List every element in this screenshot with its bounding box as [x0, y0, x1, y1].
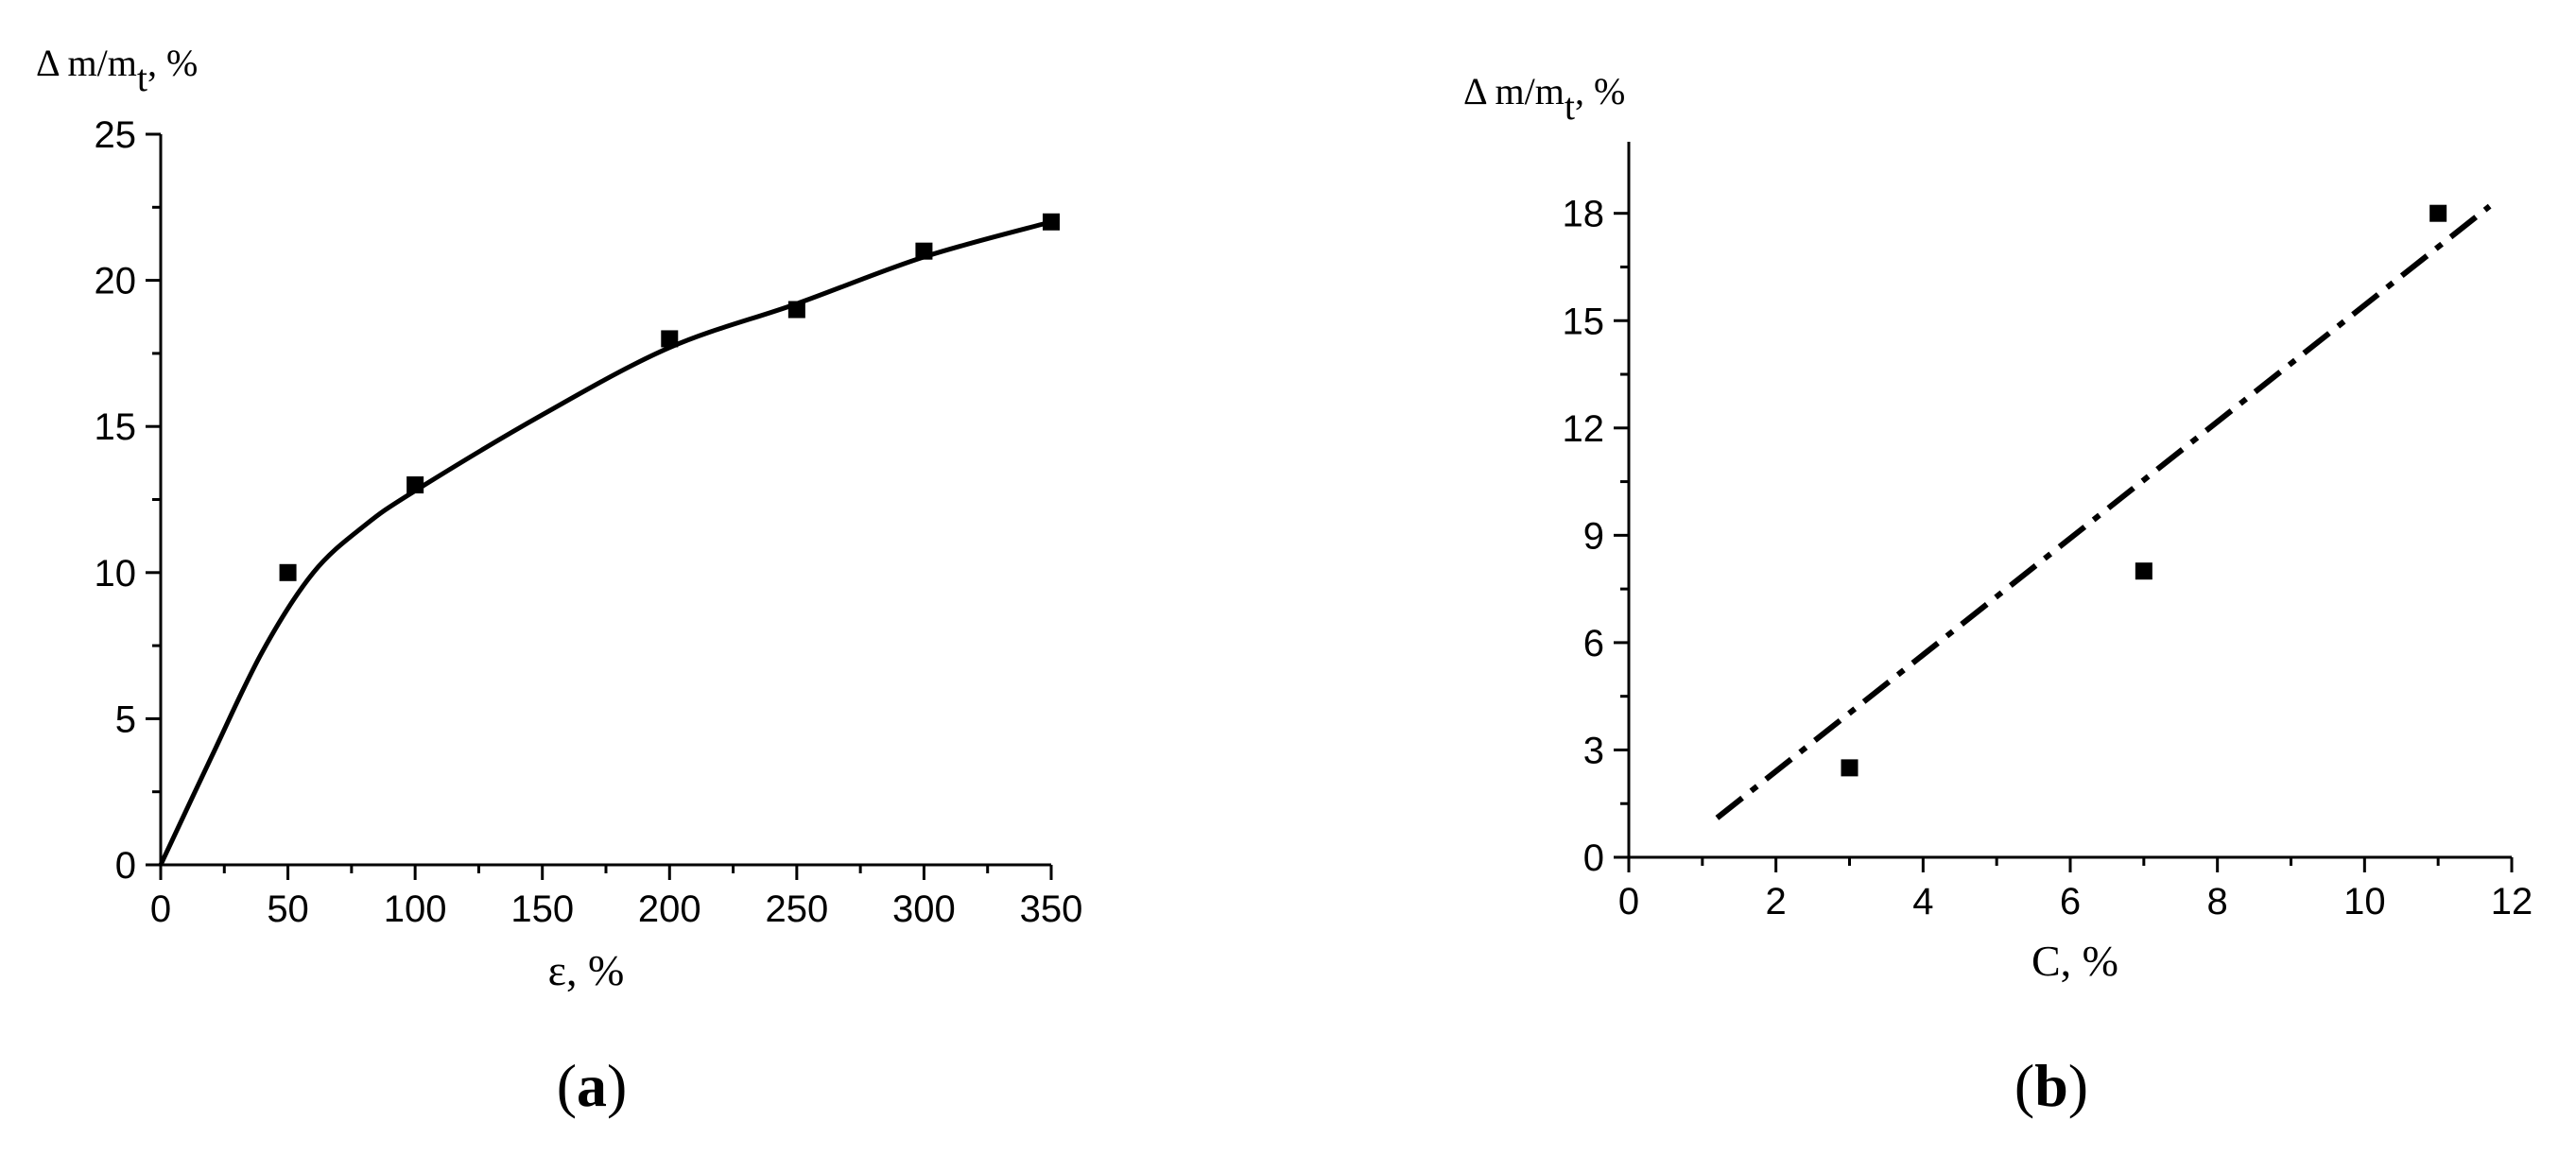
data-point	[279, 563, 297, 581]
y-tick-label: 25	[95, 114, 137, 156]
x-tick-label: 12	[2491, 881, 2533, 922]
fit-line	[1715, 203, 2492, 820]
x-tick-label: 2	[1766, 881, 1787, 922]
fit-curve	[158, 219, 1052, 867]
axes-a: 0 50 100 150 200 250 300 350 0 5 10 15 20 25	[95, 114, 1083, 930]
y-tick-label: 15	[95, 406, 137, 448]
y-tick-label: 18	[1563, 194, 1605, 235]
y-axis-title-a: Δ m/mt, %	[36, 42, 198, 99]
data-point	[1043, 213, 1060, 231]
y-tick-label: 20	[95, 261, 137, 302]
data-points-b	[1841, 204, 2447, 777]
x-tick-label: 10	[2343, 881, 2386, 922]
fit-line-b	[1715, 203, 2492, 820]
y-tick-label: 0	[1583, 837, 1604, 879]
y-tick-label: 3	[1583, 730, 1604, 771]
panel-label-a: (a)	[557, 1052, 628, 1119]
data-point	[406, 476, 424, 494]
x-tick-label: 50	[267, 888, 309, 930]
y-tick-label: 5	[115, 698, 136, 740]
x-axis-title-b: C, %	[2031, 937, 2118, 985]
x-tick-label: 300	[892, 888, 956, 930]
data-point	[1841, 759, 1859, 777]
data-point	[787, 301, 805, 319]
y-tick-label: 10	[95, 553, 137, 595]
x-tick-label: 150	[510, 888, 574, 930]
x-tick-label: 200	[638, 888, 701, 930]
x-tick-label: 0	[150, 888, 171, 930]
y-tick-label: 0	[115, 845, 136, 887]
x-tick-label: 6	[2060, 881, 2081, 922]
x-tick-label: 350	[1020, 888, 1083, 930]
panel-label-b: (b)	[2014, 1052, 2088, 1119]
x-tick-label: 8	[2207, 881, 2228, 922]
y-tick-label: 12	[1563, 408, 1605, 450]
data-point	[661, 330, 679, 348]
data-points-a	[279, 213, 1060, 581]
fit-curve-a	[158, 219, 1052, 867]
chart-panel-b: Δ m/mt, % 0 2 4 6 8 10 12 0 3 6 9 12 15 18 C, % (b)	[1463, 70, 2533, 1119]
data-point	[2135, 562, 2152, 580]
data-point	[915, 242, 933, 260]
y-tick-label: 15	[1563, 301, 1605, 342]
axes-b: 0 2 4 6 8 10 12 0 3 6 9 12 15 18	[1563, 142, 2533, 922]
x-tick-label: 250	[765, 888, 828, 930]
y-tick-label: 9	[1583, 515, 1604, 557]
chart-panel-a: Δ m/mt, % 0 50 100 150 200 250 300 350 0 5 10 15 20 2…	[36, 42, 1082, 1119]
data-point	[2429, 204, 2447, 222]
y-tick-label: 6	[1583, 623, 1604, 664]
x-tick-label: 0	[1618, 881, 1639, 922]
x-tick-label: 4	[1912, 881, 1933, 922]
x-tick-label: 100	[384, 888, 447, 930]
y-axis-title-b: Δ m/mt, %	[1463, 70, 1625, 128]
x-axis-title-a: ε, %	[548, 946, 625, 994]
